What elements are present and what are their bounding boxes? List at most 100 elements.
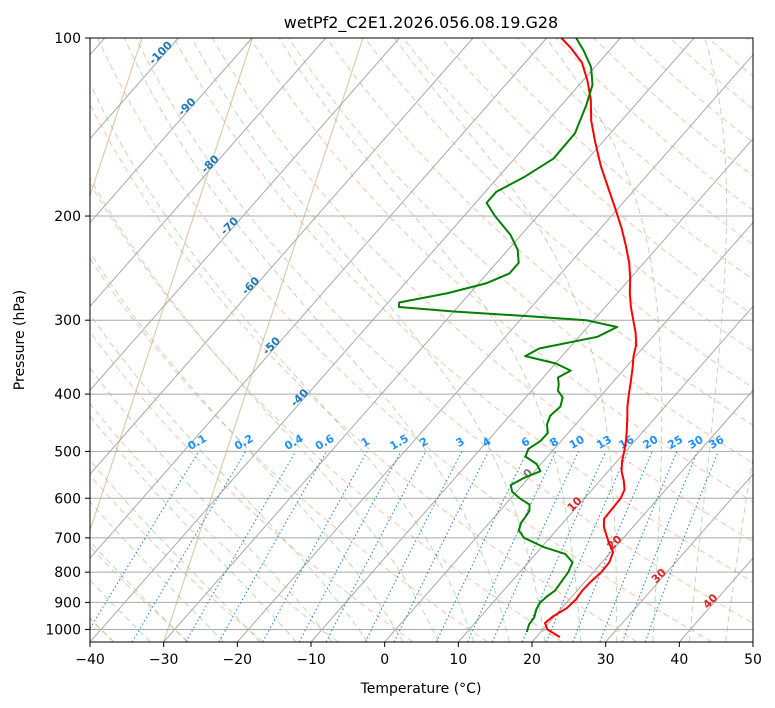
dry-adiabat xyxy=(326,38,753,426)
dry-adiabat xyxy=(631,38,753,143)
x-tick-label: 20 xyxy=(523,652,541,668)
y-tick-label: 300 xyxy=(54,313,81,329)
dry-adiabat xyxy=(211,38,753,543)
y-tick-label: 400 xyxy=(54,387,81,403)
moist-adiabat xyxy=(762,38,775,642)
x-axis: −40 −30 −20 −10 0 10 20 30 40 50 xyxy=(75,642,762,668)
x-axis-title: Temperature (°C) xyxy=(360,681,482,697)
isotherm-label: -100 xyxy=(146,38,175,67)
chart-title: wetPf2_C2E1.2026.056.08.19.G28 xyxy=(284,13,558,33)
mixing-ratio-label: 0.4 xyxy=(282,432,306,453)
y-axis: 1000 900 800 700 600 500 400 300 200 100 xyxy=(45,31,90,638)
dry-adiabat xyxy=(440,38,753,316)
mixing-ratio-line xyxy=(491,451,580,642)
mixing-ratio-label: 20 xyxy=(641,433,661,452)
x-tick-label: −20 xyxy=(223,652,253,668)
dry-adiabat xyxy=(746,38,753,45)
isotherm xyxy=(531,389,753,642)
mixing-ratio-line xyxy=(364,451,463,642)
frost-curve xyxy=(163,38,364,642)
dry-adiabat xyxy=(90,474,264,642)
mixing-ratio-line xyxy=(545,451,629,642)
mixing-ratio-label: 1 xyxy=(359,435,372,450)
dry-adiabat xyxy=(90,331,414,642)
dry-adiabat xyxy=(173,38,753,583)
mixing-ratio-line xyxy=(262,451,368,642)
x-tick-label: −40 xyxy=(75,652,105,668)
x-tick-label: −10 xyxy=(296,652,326,668)
frost-curve xyxy=(90,38,254,533)
isotherm xyxy=(90,38,253,224)
dry-adiabat xyxy=(90,103,638,642)
moist-adiabat xyxy=(688,38,728,642)
isotherm xyxy=(163,38,695,642)
mixing-ratio-line xyxy=(435,451,528,642)
x-tick-label: 10 xyxy=(449,652,467,668)
mixing-ratio-label: 10 xyxy=(567,433,587,452)
wetbulb-label: 20 xyxy=(605,532,625,552)
mixing-ratio-line xyxy=(644,451,719,642)
dry-adiabat xyxy=(288,38,753,464)
mixing-ratio-line xyxy=(599,451,678,642)
isotherm-label: -60 xyxy=(239,274,262,297)
mixing-ratio-line xyxy=(90,451,200,630)
moist-adiabat xyxy=(90,459,261,642)
series-layer xyxy=(397,38,638,638)
x-tick-label: 40 xyxy=(670,652,688,668)
mixing-ratio-line xyxy=(218,451,327,642)
mixing-ratio-label: 8 xyxy=(548,435,561,450)
mixing-ratio-line xyxy=(521,451,607,642)
dry-adiabat xyxy=(90,257,488,642)
line-labels-layer: 0.1 0.2 0.4 0.6 1 1.5 2 3 4 6 8 10 13 16 20 25 30 36-100-… xyxy=(146,38,726,611)
isotherm-label: -50 xyxy=(260,334,283,357)
temperature-profile xyxy=(544,38,638,638)
moist-adiabat xyxy=(90,367,333,642)
isotherm xyxy=(90,38,548,559)
isotherm xyxy=(90,38,400,392)
dry-adiabat xyxy=(593,38,753,177)
moist-adiabat xyxy=(278,38,582,642)
mixing-ratio-label: 13 xyxy=(594,433,614,452)
y-tick-label: 600 xyxy=(54,491,81,507)
mixing-ratio-line xyxy=(185,451,297,642)
isotherm xyxy=(236,53,753,642)
y-tick-label: 200 xyxy=(54,209,81,225)
dry-adiabat xyxy=(90,546,190,642)
isotherm-label: -80 xyxy=(199,152,222,175)
moist-adiabat xyxy=(90,251,404,642)
x-tick-label: 50 xyxy=(744,652,762,668)
isotherm xyxy=(678,557,753,642)
isotherm xyxy=(752,641,753,642)
mixing-ratio-line xyxy=(325,451,427,642)
dry-adiabat xyxy=(249,38,753,503)
isotherm xyxy=(90,38,474,475)
mixing-ratio-label: 25 xyxy=(665,433,685,452)
dry-adiabat xyxy=(97,38,712,642)
moist-adiabat xyxy=(123,38,510,642)
grid-layer xyxy=(90,38,775,642)
dry-adiabat xyxy=(135,38,753,624)
moist-adiabat xyxy=(191,38,546,642)
moist-adiabat xyxy=(90,415,297,642)
moist-adiabat xyxy=(90,82,475,642)
y-tick-label: 700 xyxy=(54,531,81,547)
dry-adiabat xyxy=(364,38,753,389)
wetbulb-label: 10 xyxy=(565,494,585,514)
mixing-ratio-label: 1.5 xyxy=(387,432,410,453)
mixing-ratio-line xyxy=(298,451,402,642)
mixing-ratio-label: 0.2 xyxy=(232,432,255,453)
x-tick-label: 0 xyxy=(380,652,389,668)
dewpoint-profile xyxy=(397,38,619,633)
dry-adiabat xyxy=(90,182,563,642)
y-tick-label: 100 xyxy=(54,31,81,47)
x-tick-label: 30 xyxy=(597,652,615,668)
wetbulb-label: 30 xyxy=(649,566,669,586)
dry-adiabat xyxy=(90,403,339,642)
x-tick-label: −30 xyxy=(149,652,179,668)
dry-adiabat xyxy=(707,38,753,77)
y-axis-title: Pressure (hPa) xyxy=(12,290,28,390)
isotherm xyxy=(605,473,753,642)
mixing-ratio-line xyxy=(621,451,698,642)
moist-adiabat xyxy=(90,313,369,642)
